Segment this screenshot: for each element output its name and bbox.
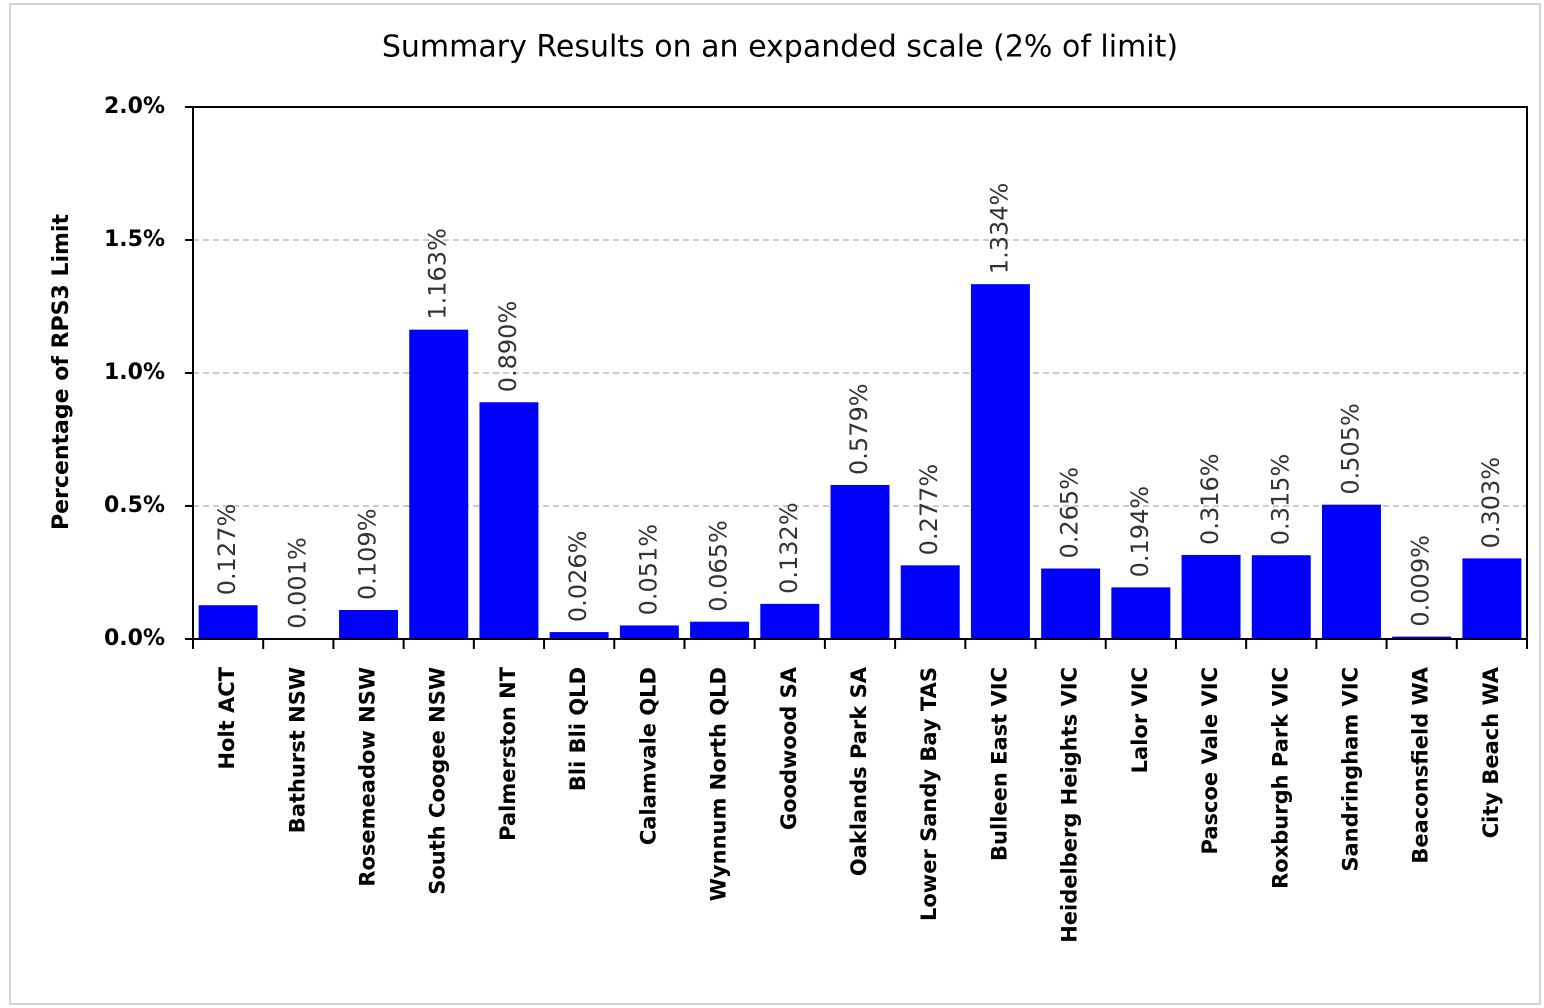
y-tick-label: 1.5% [104,227,165,252]
bar [830,484,890,639]
x-tick-label: Bulleen East VIC [987,667,1011,861]
bar [1321,504,1381,639]
x-tick-label: Palmerston NT [496,666,520,840]
x-tick-label: Lower Sandy Bay TAS [917,667,941,921]
x-tick-label: City Beach WA [1479,666,1503,838]
chart-border [9,3,1541,1005]
bar [1462,558,1522,639]
x-tick-label: Calamvale QLD [636,667,660,845]
bar [900,565,960,639]
bar [1392,636,1452,639]
x-tick-label: Rosemeadow NSW [356,667,380,887]
bar [198,605,258,639]
value-label: 0.194% [1126,486,1154,578]
x-tick-label: Beaconsfield WA [1409,666,1433,863]
bar [1111,587,1171,639]
value-label: 0.316% [1196,453,1224,545]
value-label: 0.890% [494,301,522,393]
value-label: 0.001% [283,537,311,629]
value-label: 0.026% [564,531,592,623]
value-label: 0.265% [1056,467,1084,559]
value-label: 0.579% [845,383,873,475]
value-label: 0.051% [634,524,662,616]
chart-title: Summary Results on an expanded scale (2%… [382,30,1178,65]
bar [760,603,820,639]
x-tick-label: Oaklands Park SA [847,666,871,876]
value-label: 0.303% [1477,457,1505,549]
x-tick-label: Roxburgh Park VIC [1268,667,1292,889]
y-tick-label: 0.0% [104,626,165,651]
value-label: 0.065% [705,520,733,612]
x-tick-label: Sandringham VIC [1338,667,1362,872]
x-tick-label: Lalor VIC [1128,667,1152,773]
value-label: 0.109% [354,508,382,600]
x-tick-label: Goodwood SA [777,666,801,830]
bar [1041,568,1101,639]
x-tick-label: Wynnum North QLD [707,667,731,901]
x-tick-label: Holt ACT [215,666,239,769]
plot-frame [192,106,1528,640]
value-label: 0.127% [213,504,241,596]
bar [690,621,750,639]
x-tick-label: Heidelberg Heights VIC [1058,667,1082,943]
y-tick-label: 0.5% [104,493,165,518]
bar [339,610,399,639]
y-tick-label: 2.0% [104,94,165,119]
value-label: 0.315% [1266,454,1294,546]
value-label: 0.132% [775,502,803,594]
x-tick-label: Pascoe Vale VIC [1198,667,1222,854]
value-label: 0.277% [915,464,943,556]
bar [970,284,1030,639]
bar [409,329,469,639]
bar [1181,554,1241,639]
x-tick-label: Bathurst NSW [285,667,309,833]
value-label: 0.505% [1336,403,1364,495]
value-label: 1.334% [985,183,1013,275]
bar [549,632,609,639]
x-tick-label: South Coogee NSW [426,667,450,895]
bar [479,402,539,639]
bar [1251,555,1311,639]
bar [619,625,679,639]
value-label: 1.163% [424,228,452,320]
x-tick-label: Bli Bli QLD [566,667,590,791]
y-axis-label: Percentage of RPS3 Limit [49,214,74,530]
y-tick-label: 1.0% [104,360,165,385]
value-label: 0.009% [1407,535,1435,627]
